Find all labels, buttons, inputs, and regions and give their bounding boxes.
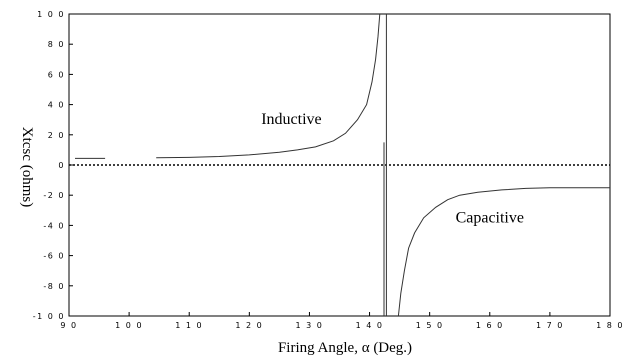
tick-labels: 9 0 1 0 0 1 1 0 1 2 0 1 3 0 1 4 0 1 5 0 1 6 0 1 … <box>33 10 624 330</box>
y-tick-label: 2 0 <box>48 131 65 140</box>
annotations: Inductive Capacitive <box>261 111 524 226</box>
x-tick-label: 1 8 0 <box>596 321 624 330</box>
y-tick-label: -4 0 <box>43 221 65 230</box>
y-tick-label: 8 0 <box>48 40 65 49</box>
y-tick-label: 6 0 <box>48 70 65 79</box>
x-tick-label: 1 4 0 <box>356 321 384 330</box>
x-tick-label: 1 2 0 <box>235 321 263 330</box>
x-tick-label: 1 6 0 <box>476 321 504 330</box>
x-tick-label: 9 0 <box>60 321 77 330</box>
y-tick-label: -6 0 <box>43 252 65 261</box>
y-tick-label: -8 0 <box>43 282 65 291</box>
plot-frame <box>68 13 611 317</box>
curve-segment <box>397 187 610 317</box>
x-tick-label: 1 7 0 <box>536 321 564 330</box>
x-tick-label: 1 0 0 <box>115 321 143 330</box>
curve-segment <box>156 13 381 159</box>
region-annotation: Capacitive <box>456 209 524 226</box>
y-axis-label: Xtcsc (ohms) <box>19 127 35 207</box>
reactance-curve <box>75 13 610 317</box>
y-tick-label: 1 0 0 <box>37 10 65 19</box>
y-tick-label: -1 0 0 <box>33 312 65 321</box>
x-tick-label: 1 3 0 <box>296 321 324 330</box>
x-axis-label: Firing Angle, α (Deg.) <box>278 340 412 356</box>
x-tick-label: 1 5 0 <box>416 321 444 330</box>
y-tick-label: 0 <box>58 161 65 170</box>
x-tick-label: 1 1 0 <box>175 321 203 330</box>
y-tick-label: 4 0 <box>48 101 65 110</box>
y-tick-label: -2 0 <box>43 191 65 200</box>
region-annotation: Inductive <box>261 111 321 128</box>
